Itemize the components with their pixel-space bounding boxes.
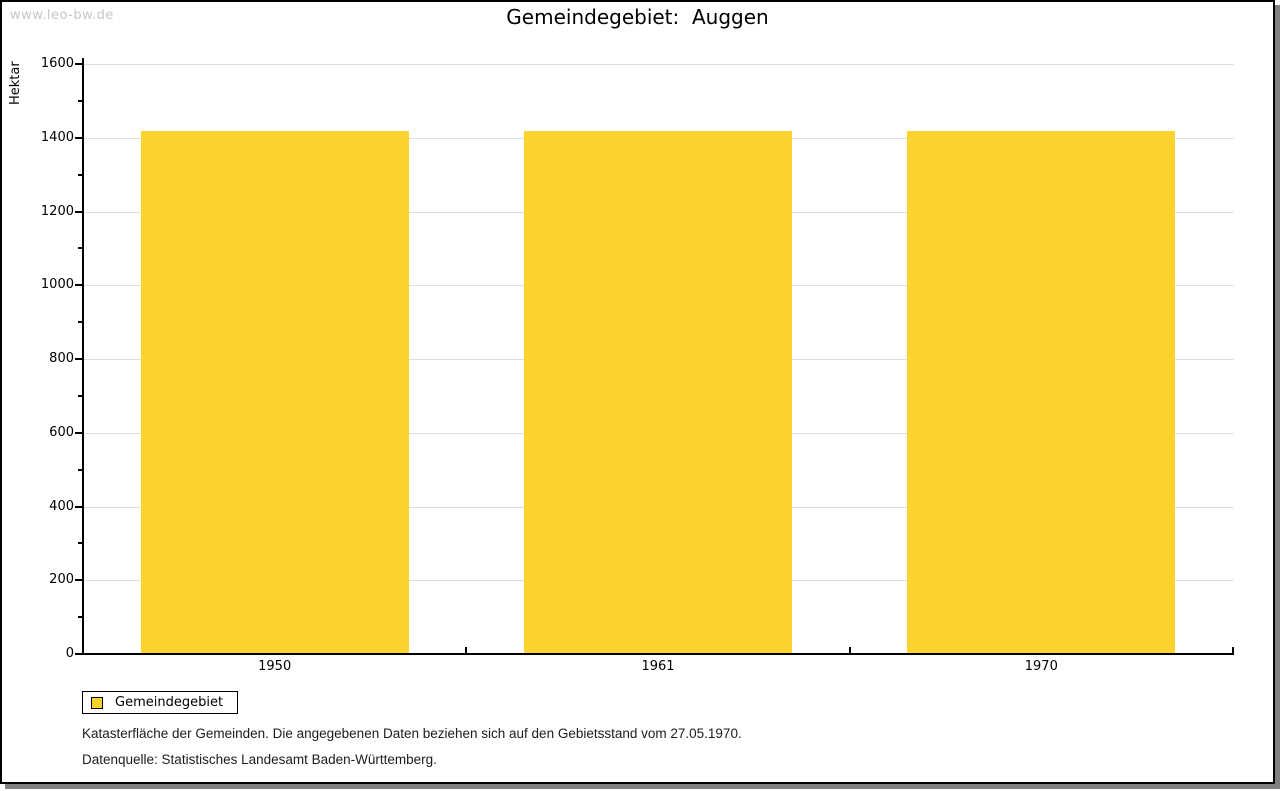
x-tick — [465, 647, 468, 654]
footnote-source: Datenquelle: Statistisches Landesamt Bad… — [82, 752, 437, 767]
y-minor-tick — [78, 469, 83, 471]
y-minor-tick — [78, 247, 83, 249]
legend-swatch-icon — [91, 696, 103, 709]
x-axis-line — [82, 653, 1234, 655]
y-tick — [75, 506, 83, 508]
chart-title: Gemeindegebiet: Auggen — [506, 5, 769, 29]
y-tick-label: 1000 — [40, 277, 74, 292]
y-tick — [75, 358, 83, 360]
x-tick-label: 1961 — [641, 659, 675, 674]
y-minor-tick — [78, 542, 83, 544]
legend: Gemeindegebiet — [82, 691, 239, 714]
y-minor-tick — [78, 395, 83, 397]
y-tick-label: 0 — [65, 646, 74, 661]
legend-label: Gemeindegebiet — [115, 695, 224, 710]
y-tick — [75, 211, 83, 213]
y-tick — [75, 284, 83, 286]
y-tick-label: 600 — [49, 425, 74, 440]
y-minor-tick — [78, 174, 83, 176]
watermark: www.leo-bw.de — [10, 8, 114, 23]
x-tick-label: 1950 — [258, 659, 292, 674]
y-tick — [75, 653, 83, 655]
y-tick — [75, 579, 83, 581]
x-end-tick — [1232, 647, 1234, 654]
y-tick — [75, 137, 83, 139]
y-minor-tick — [78, 321, 83, 323]
y-minor-tick — [78, 100, 83, 102]
y-tick-label: 1400 — [40, 130, 74, 145]
y-tick-label: 200 — [49, 572, 74, 587]
plot-area: 0 200 400 600 800 1000 1200 1400 1600 1950 1961 197… — [2, 2, 1273, 782]
y-tick-label: 1600 — [40, 56, 74, 71]
y-axis-line — [82, 58, 84, 655]
x-tick-label: 1970 — [1024, 659, 1058, 674]
y-tick — [75, 432, 83, 434]
bar — [140, 131, 409, 654]
y-tick-label: 400 — [49, 499, 74, 514]
gridline — [83, 64, 1234, 65]
y-tick-label: 800 — [49, 351, 74, 366]
footnote-description: Katasterfläche der Gemeinden. Die angege… — [82, 726, 742, 741]
y-tick — [75, 63, 83, 65]
bar — [523, 131, 793, 654]
y-tick-label: 1200 — [40, 204, 74, 219]
x-tick — [848, 647, 851, 654]
y-minor-tick — [78, 616, 83, 618]
bar — [907, 131, 1176, 654]
